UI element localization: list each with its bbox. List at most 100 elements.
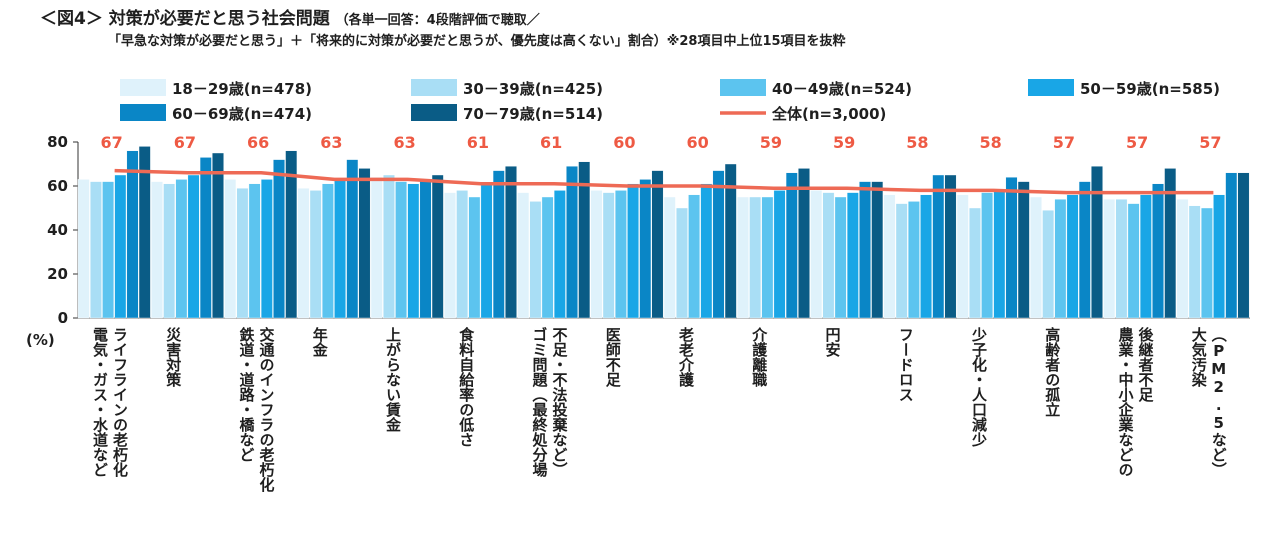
data-label: 63 [393, 133, 415, 152]
bar [993, 190, 1006, 319]
bar [480, 183, 493, 319]
bar [175, 179, 188, 319]
legend-swatch [411, 104, 457, 121]
data-label: 61 [467, 133, 489, 152]
legend-label: 18－29歳(n=478) [172, 80, 312, 98]
data-label: 57 [1053, 133, 1075, 152]
bar [1005, 176, 1018, 319]
bar [187, 174, 200, 319]
y-tick-label: 40 [47, 221, 68, 239]
y-tick-label: 20 [47, 265, 68, 283]
chart-title-main: ＜図4＞ 対策が必要だと思う社会問題 [40, 9, 330, 29]
bar [590, 190, 603, 319]
category-label: ライフラインの老朽化 [111, 327, 129, 477]
category-label: 少子化・人口減少 [970, 326, 988, 447]
bar [1042, 209, 1055, 319]
data-label: 63 [320, 133, 342, 152]
bar [602, 192, 615, 319]
category-label: 介護離職 [750, 326, 768, 388]
bar [1078, 181, 1091, 319]
chart-title: ＜図4＞ 対策が必要だと思う社会問題 （各単一回答：4段階評価で聴取／ [40, 4, 540, 29]
category-label: 老老介護 [677, 326, 695, 388]
bar [676, 207, 688, 319]
bar [859, 181, 871, 319]
bar [566, 165, 578, 319]
bar [761, 196, 774, 319]
data-label: 59 [760, 133, 782, 152]
bar [321, 183, 334, 319]
bar [77, 179, 90, 319]
bar [383, 174, 395, 319]
legend-swatch [1028, 79, 1074, 96]
bar [444, 192, 456, 319]
bar [737, 196, 749, 319]
bar [1152, 183, 1164, 319]
category-label: 大気汚染 [1190, 326, 1208, 388]
bar [505, 165, 517, 319]
bar [370, 176, 383, 319]
chart-subtitle: 「早急な対策が必要だと思う」＋「将来的に対策が必要だと思うが、優先度は高くない」… [108, 34, 846, 49]
category-label: 交通のインフラの老朽化 [258, 326, 276, 492]
bar [627, 183, 639, 319]
bar [236, 187, 249, 319]
bar [1091, 165, 1103, 319]
legend-swatch [120, 79, 166, 96]
bar [969, 207, 981, 319]
legend-swatch [720, 79, 766, 96]
bar [651, 170, 664, 319]
bar [492, 170, 505, 319]
bar [1127, 203, 1140, 319]
category-label: ゴミ問題（最終処分場 [531, 326, 549, 478]
bar [1030, 196, 1042, 319]
bar [578, 161, 591, 319]
category-label: （PM2.5など） [1210, 327, 1228, 477]
category-label: 年金 [311, 326, 329, 357]
bar [1139, 194, 1152, 319]
bar [1164, 168, 1177, 319]
category-label: 食料自給率の低さ [457, 326, 475, 447]
data-label: 67 [174, 133, 196, 152]
bar [663, 196, 676, 319]
bar [810, 190, 823, 319]
bar [395, 181, 408, 319]
chart-title-sub: （各単一回答：4段階評価で聴取／ [335, 13, 540, 28]
bar [846, 192, 859, 319]
bar [1115, 198, 1128, 319]
bar [785, 172, 798, 319]
bar [163, 183, 176, 319]
bar [920, 194, 932, 319]
bar [956, 194, 969, 319]
bar [517, 192, 530, 319]
bar [309, 190, 322, 319]
data-label: 60 [686, 133, 708, 152]
bar [224, 179, 237, 319]
y-tick-label: 60 [47, 177, 68, 195]
bar [529, 201, 542, 319]
bar [358, 168, 371, 319]
legend-label: 70－79歳(n=514) [463, 105, 603, 123]
bar [248, 183, 261, 319]
data-label: 57 [1126, 133, 1148, 152]
legend-label: 40－49歳(n=524) [772, 80, 912, 98]
bar [407, 183, 420, 319]
legend-label: 30－39歳(n=425) [463, 80, 603, 98]
category-label: 円安 [824, 327, 842, 358]
bar [1225, 172, 1238, 319]
bar [895, 203, 908, 319]
bar [431, 174, 444, 319]
bar [456, 190, 469, 319]
bar [541, 196, 554, 319]
bar [102, 181, 115, 319]
bar [199, 157, 212, 319]
bar [614, 190, 627, 319]
category-label: 鉄道・道路・橋など [238, 326, 256, 462]
bar [1200, 207, 1213, 319]
bar [749, 196, 762, 319]
bar [798, 168, 810, 319]
legend-label: 50－59歳(n=585) [1080, 80, 1220, 98]
data-label: 58 [979, 133, 1001, 152]
bar [212, 152, 224, 319]
bar [907, 201, 920, 319]
bar [1054, 198, 1067, 319]
bar [1176, 198, 1189, 319]
